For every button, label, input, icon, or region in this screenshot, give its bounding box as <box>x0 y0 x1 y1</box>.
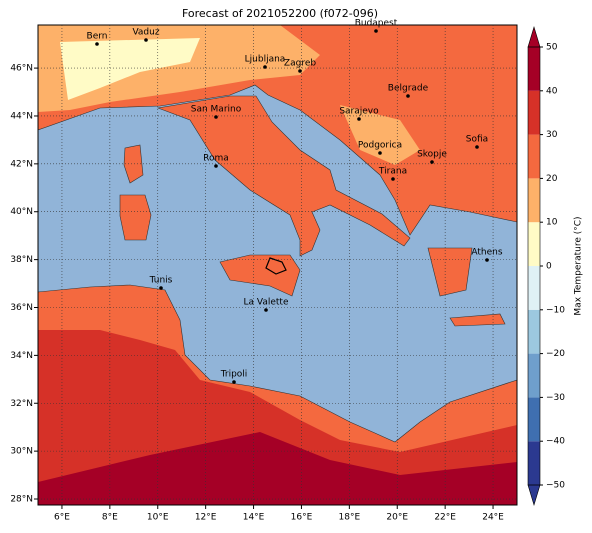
city-dot <box>298 69 302 73</box>
city-dot <box>232 380 236 384</box>
city-dot <box>214 164 218 168</box>
colorbar-segment <box>528 90 540 135</box>
city-dot <box>357 117 361 121</box>
city-dot <box>475 145 479 149</box>
x-tick-label: 20°E <box>386 513 408 523</box>
city-dot <box>406 94 410 98</box>
y-tick-label: 36°N <box>10 303 33 313</box>
sardinia <box>119 194 152 241</box>
city-label: Athens <box>471 248 502 258</box>
x-tick-label: 18°E <box>339 513 361 523</box>
y-tick-label: 38°N <box>10 255 33 265</box>
city-label: Tripoli <box>220 370 248 380</box>
city-dot <box>159 286 163 290</box>
colorbar-extend <box>527 25 541 48</box>
colorbar-tick-label: 0 <box>546 262 552 272</box>
colorbar-label: Max Temperature (°C) <box>574 216 584 315</box>
y-tick-label: 42°N <box>10 159 33 169</box>
city-label: Ljubljana <box>245 55 286 65</box>
city-label: Sofia <box>466 135 488 145</box>
y-tick-label: 34°N <box>10 351 33 361</box>
map <box>38 25 517 505</box>
city-label: Podgorica <box>358 141 402 151</box>
city-label: Zagreb <box>284 59 316 69</box>
colorbar-segment <box>528 47 540 91</box>
x-tick-label: 8°E <box>102 513 118 523</box>
city-dot <box>264 308 268 312</box>
colorbar-segment <box>528 397 540 442</box>
title: Forecast of 2021052200 (f072-096) <box>182 7 378 20</box>
city-label: Bern <box>87 32 108 42</box>
colorbar-segment <box>528 353 540 398</box>
colorbar-segment <box>528 222 540 266</box>
marker-star <box>265 257 287 275</box>
colorbar-segment <box>528 441 540 485</box>
city-dot <box>378 151 382 155</box>
city-dot <box>214 115 218 119</box>
colorbar-tick-label: −20 <box>546 349 565 359</box>
colorbar-tick-label: 50 <box>546 43 558 53</box>
city-dot <box>263 65 267 69</box>
x-tick-label: 14°E <box>243 513 265 523</box>
y-tick-label: 40°N <box>10 207 33 217</box>
city-dot <box>95 42 99 46</box>
colorbar-tick-label: −30 <box>546 393 565 403</box>
x-tick-label: 16°E <box>291 513 313 523</box>
city-dot <box>485 258 489 262</box>
y-tick-label: 28°N <box>10 495 33 505</box>
city-dot <box>430 160 434 164</box>
colorbar-tick-label: −50 <box>546 481 565 491</box>
y-tick-label: 46°N <box>10 64 33 74</box>
corsica <box>123 144 144 184</box>
colorbar-segment <box>528 134 540 179</box>
city-label: Tirana <box>378 167 407 177</box>
x-tick-label: 24°E <box>482 513 504 523</box>
city-label: Budapest <box>355 19 398 29</box>
peloponnese <box>427 247 473 297</box>
italy <box>156 95 411 257</box>
colorbar-tick-label: 20 <box>546 174 558 184</box>
city-label: Belgrade <box>388 84 429 94</box>
colorbar-tick-label: 10 <box>546 218 558 228</box>
city-label: Sarajevo <box>339 107 379 117</box>
colorbar-tick-label: 30 <box>546 130 558 140</box>
y-tick-label: 32°N <box>10 399 33 409</box>
mild-zone <box>60 38 200 100</box>
city-label: Roma <box>203 154 229 164</box>
colorbar-segment <box>528 178 540 223</box>
colorbar-extend <box>527 484 541 507</box>
sicily <box>219 254 301 297</box>
x-tick-label: 10°E <box>147 513 169 523</box>
city-dot <box>374 29 378 33</box>
city-label: Tunis <box>149 276 173 286</box>
city-label: San Marino <box>191 105 242 115</box>
city-label: Vaduz <box>132 28 159 38</box>
y-tick-label: 30°N <box>10 447 33 457</box>
city-label: La Valette <box>244 298 289 308</box>
x-tick-label: 6°E <box>54 513 70 523</box>
colorbar-segment <box>528 266 540 310</box>
colorbar-segment <box>528 309 540 354</box>
crete <box>449 313 506 327</box>
hottest-zone <box>38 432 517 505</box>
colorbar-tick-label: 40 <box>546 86 558 96</box>
x-tick-label: 12°E <box>195 513 217 523</box>
colorbar-tick-label: −40 <box>546 437 565 447</box>
y-tick-label: 44°N <box>10 111 33 121</box>
city-label: Skopje <box>417 150 447 160</box>
x-tick-label: 22°E <box>434 513 456 523</box>
colorbar-tick-label: −10 <box>546 305 565 315</box>
city-dot <box>144 38 148 42</box>
city-dot <box>391 177 395 181</box>
map-frame <box>37 24 518 506</box>
